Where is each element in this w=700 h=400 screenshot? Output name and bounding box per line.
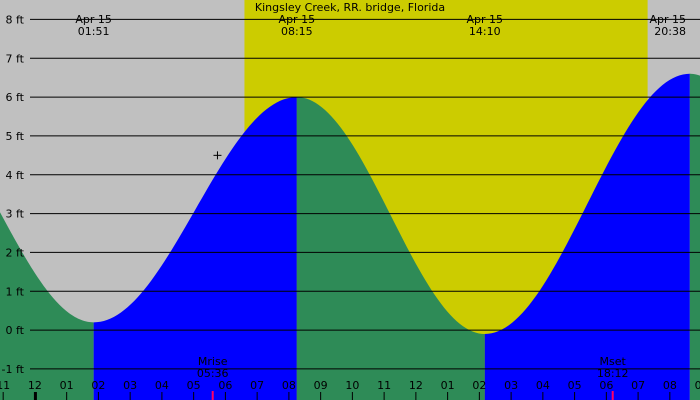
x-tick-label: 08 — [663, 379, 677, 392]
x-tick-label: 12 — [28, 379, 42, 392]
x-tick-label: 11 — [377, 379, 391, 392]
y-tick-label: -1 ft — [2, 363, 25, 376]
tide-event-time: 14:10 — [469, 25, 501, 38]
y-tick-label: 5 ft — [6, 130, 25, 143]
tide-event-date: Apr 15 — [279, 13, 316, 26]
x-tick-label: 01 — [441, 379, 455, 392]
moon-event-label: Mset — [600, 355, 627, 368]
gridlines — [30, 18, 700, 370]
tide-event-time: 08:15 — [281, 25, 313, 38]
y-tick-label: 6 ft — [6, 91, 25, 104]
x-tick-label: 07 — [250, 379, 264, 392]
current-time-marker — [213, 151, 222, 160]
rising-tide-area — [93, 97, 297, 400]
y-tick-label: 0 ft — [6, 324, 25, 337]
y-tick-label: 8 ft — [6, 13, 25, 26]
y-axis-labels: 8 ft 7 ft 6 ft 5 ft 4 ft 3 ft 2 ft 1 ft 0 ft -1 f… — [2, 13, 25, 376]
falling-tide-area — [689, 73, 700, 400]
tide-areas — [0, 73, 700, 400]
x-axis-labels: 11 12 01 02 03 04 05 06 07 08 09 10 11 12 01 02 03 04 05 06… — [0, 379, 700, 400]
x-tick-label: 01 — [60, 379, 74, 392]
tide-event-date: Apr 15 — [75, 13, 112, 26]
x-tick-label: 05 — [568, 379, 582, 392]
x-tick-label: 09 — [314, 379, 328, 392]
y-tick-label: 3 ft — [6, 208, 25, 221]
y-tick-label: 7 ft — [6, 52, 25, 65]
x-tick-label: 05 — [187, 379, 201, 392]
x-tick-label: 03 — [504, 379, 518, 392]
x-tick-label: 03 — [123, 379, 137, 392]
tide-event-time: 20:38 — [654, 25, 686, 38]
x-tick-label: 04 — [536, 379, 550, 392]
tide-event-date: Apr 15 — [466, 13, 503, 26]
y-tick-label: 1 ft — [6, 285, 25, 298]
x-tick-label: 04 — [155, 379, 169, 392]
tide-event-date: Apr 15 — [649, 13, 686, 26]
x-tick-label: 02 — [472, 379, 486, 392]
chart-title: Kingsley Creek, RR. bridge, Florida — [255, 1, 445, 14]
x-tick-label: 07 — [631, 379, 645, 392]
rising-tide-area — [484, 73, 690, 400]
falling-tide-area — [296, 97, 485, 400]
falling-tide-area — [0, 212, 94, 400]
y-tick-label: 4 ft — [6, 169, 25, 182]
x-tick-label: 06 — [218, 379, 232, 392]
moon-event-time: 18:12 — [597, 367, 629, 380]
x-tick-label: 12 — [409, 379, 423, 392]
x-tick-label: 10 — [345, 379, 359, 392]
x-tick-label: 08 — [282, 379, 296, 392]
midnight-marker — [33, 392, 37, 400]
moon-event-label: Mrise — [198, 355, 228, 368]
x-tick-label: 11 — [0, 379, 10, 392]
moon-event-time: 05:36 — [197, 367, 229, 380]
x-tick-label: 06 — [599, 379, 613, 392]
x-tick-label: 02 — [91, 379, 105, 392]
tide-event-time: 01:51 — [78, 25, 110, 38]
x-tick-label: 09 — [695, 379, 700, 392]
y-tick-label: 2 ft — [6, 246, 25, 259]
